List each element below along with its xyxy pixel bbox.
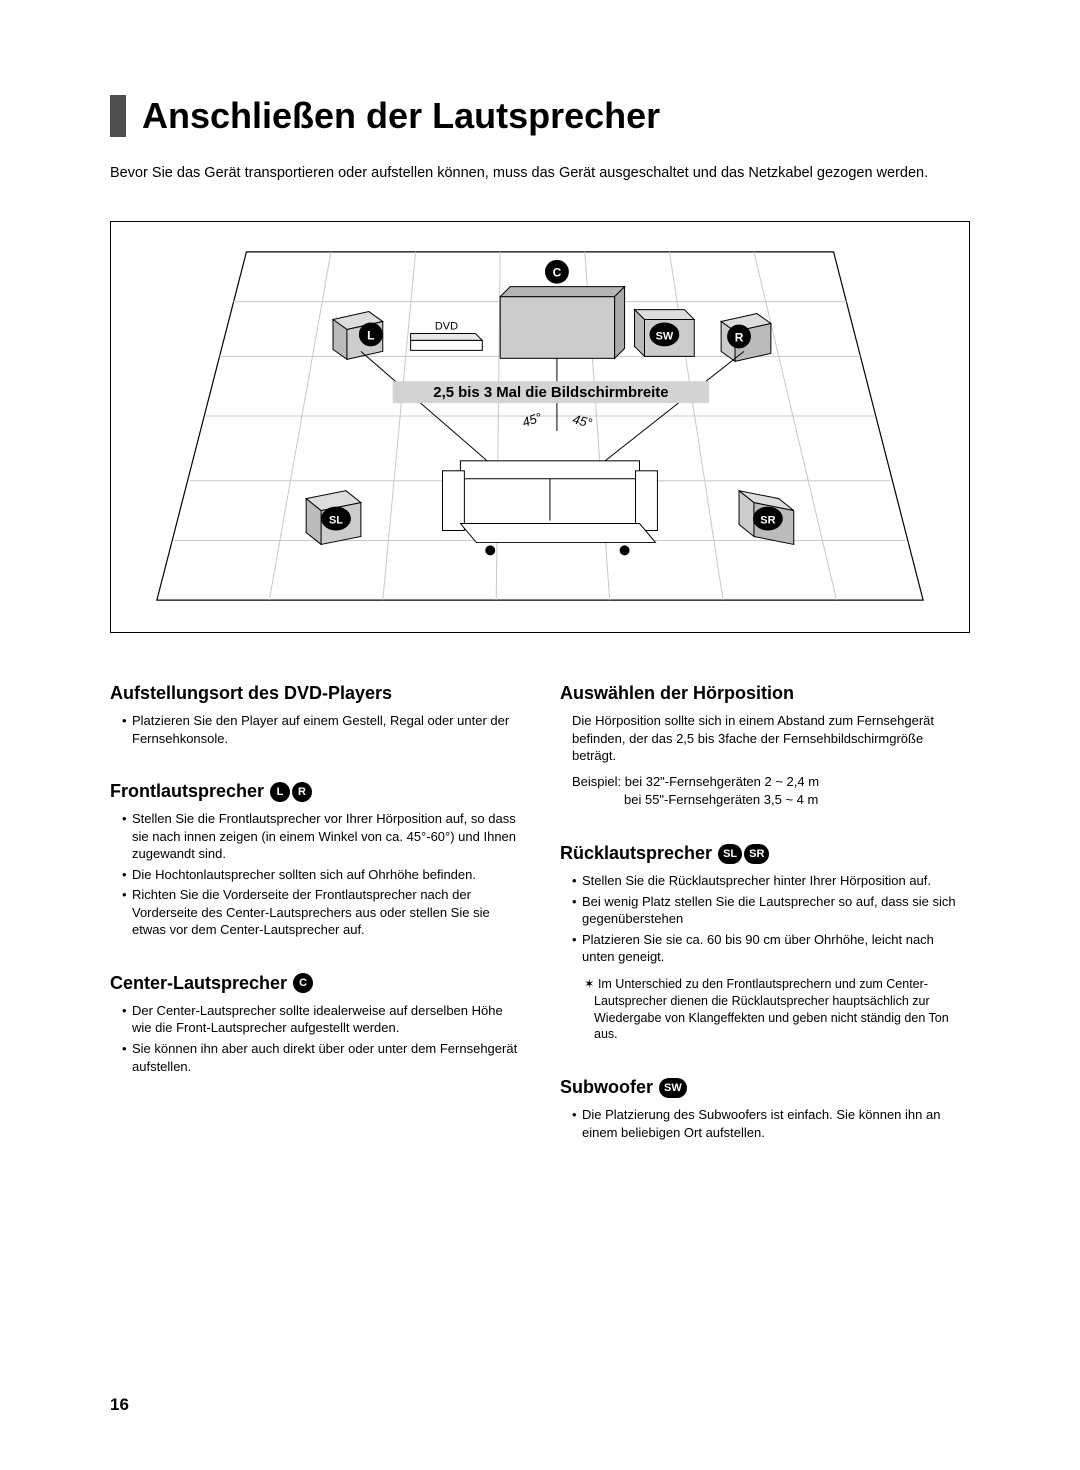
right-column: Auswählen der Hörposition Die Hörpositio… — [560, 683, 970, 1175]
svg-text:L: L — [367, 328, 374, 342]
list-item: Der Center-Lautsprecher sollte idealerwe… — [122, 1002, 520, 1037]
svg-text:R: R — [735, 330, 744, 344]
page-title-wrap: Anschließen der Lautsprecher — [110, 95, 970, 137]
section-heading: Frontlautsprecher L R — [110, 781, 520, 802]
svg-text:SR: SR — [760, 515, 775, 527]
star-note: ✶ Im Unterschied zu den Frontlautspreche… — [560, 976, 970, 1044]
speaker-badge-sl: SL — [718, 844, 742, 864]
svg-text:DVD: DVD — [435, 320, 458, 332]
svg-text:SL: SL — [329, 515, 343, 527]
svg-text:45°: 45° — [571, 411, 594, 430]
page-title: Anschließen der Lautsprecher — [142, 95, 660, 137]
section-heading: Auswählen der Hörposition — [560, 683, 970, 704]
example-line: bei 55"-Fernsehgeräten 3,5 ~ 4 m — [560, 791, 970, 809]
title-accent-bar — [110, 95, 126, 137]
content-columns: Aufstellungsort des DVD-Players Platzier… — [110, 683, 970, 1175]
section-center-speaker: Center-Lautsprecher C Der Center-Lautspr… — [110, 973, 520, 1075]
section-heading: Aufstellungsort des DVD-Players — [110, 683, 520, 704]
list-item: Platzieren Sie sie ca. 60 bis 90 cm über… — [572, 931, 970, 966]
intro-text: Bevor Sie das Gerät transportieren oder … — [110, 165, 970, 181]
bullet-list: Platzieren Sie den Player auf einem Gest… — [110, 712, 520, 747]
page-number: 16 — [110, 1395, 129, 1415]
svg-text:C: C — [553, 266, 562, 280]
list-item: Stellen Sie die Frontlautsprecher vor Ih… — [122, 810, 520, 863]
bullet-list: Stellen Sie die Rücklautsprecher hinter … — [560, 872, 970, 966]
section-subwoofer: Subwoofer SW Die Platzierung des Subwoof… — [560, 1077, 970, 1141]
speaker-badge-l: L — [270, 782, 290, 802]
left-column: Aufstellungsort des DVD-Players Platzier… — [110, 683, 520, 1175]
svg-text:45°: 45° — [520, 410, 543, 430]
speaker-badge-c: C — [293, 973, 313, 993]
list-item: Die Hochtonlautsprecher sollten sich auf… — [122, 866, 520, 884]
section-rear-speakers: Rücklautsprecher SL SR Stellen Sie die R… — [560, 843, 970, 1043]
list-item: Die Platzierung des Subwoofers ist einfa… — [572, 1106, 970, 1141]
speaker-badge-sr: SR — [744, 844, 769, 864]
list-item: Sie können ihn aber auch direkt über ode… — [122, 1040, 520, 1075]
speaker-layout-diagram: C DVD L SW R 2,5 bis 3 Mal die Bildschir… — [110, 221, 970, 633]
section-dvd-placement: Aufstellungsort des DVD-Players Platzier… — [110, 683, 520, 747]
list-item: Stellen Sie die Rücklautsprecher hinter … — [572, 872, 970, 890]
section-heading: Rücklautsprecher SL SR — [560, 843, 970, 864]
section-front-speakers: Frontlautsprecher L R Stellen Sie die Fr… — [110, 781, 520, 939]
list-item: Bei wenig Platz stellen Sie die Lautspre… — [572, 893, 970, 928]
list-item: Richten Sie die Vorderseite der Frontlau… — [122, 886, 520, 939]
svg-text:SW: SW — [656, 330, 674, 342]
svg-text:2,5 bis 3 Mal die Bildschirmbr: 2,5 bis 3 Mal die Bildschirmbreite — [433, 384, 668, 401]
bullet-list: Der Center-Lautsprecher sollte idealerwe… — [110, 1002, 520, 1075]
bullet-list: Stellen Sie die Frontlautsprecher vor Ih… — [110, 810, 520, 939]
section-heading: Center-Lautsprecher C — [110, 973, 520, 994]
speaker-badge-sw: SW — [659, 1078, 687, 1098]
speaker-badge-r: R — [292, 782, 312, 802]
list-item: Platzieren Sie den Player auf einem Gest… — [122, 712, 520, 747]
section-listening-position: Auswählen der Hörposition Die Hörpositio… — [560, 683, 970, 809]
paragraph: Die Hörposition sollte sich in einem Abs… — [560, 712, 970, 765]
bullet-list: Die Platzierung des Subwoofers ist einfa… — [560, 1106, 970, 1141]
example-line: Beispiel: bei 32"-Fernsehgeräten 2 ~ 2,4… — [560, 773, 970, 791]
section-heading: Subwoofer SW — [560, 1077, 970, 1098]
